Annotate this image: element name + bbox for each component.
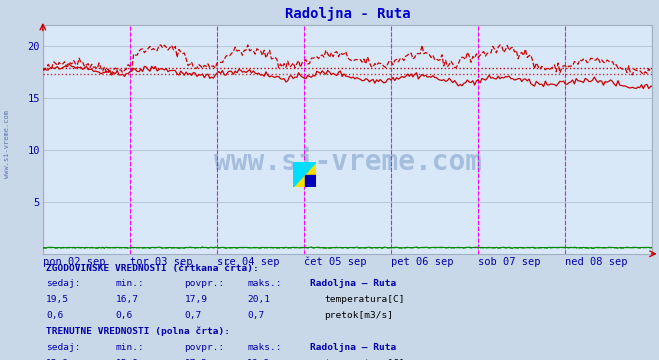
Text: TRENUTNE VREDNOSTI (polna črta):: TRENUTNE VREDNOSTI (polna črta):: [46, 327, 230, 336]
Text: www.si-vreme.com: www.si-vreme.com: [214, 148, 482, 176]
Text: www.si-vreme.com: www.si-vreme.com: [3, 110, 10, 178]
Text: 0,6: 0,6: [46, 311, 63, 320]
Text: 17,3: 17,3: [185, 359, 208, 360]
Text: 15,9: 15,9: [46, 359, 69, 360]
Polygon shape: [293, 162, 316, 187]
Text: 15,9: 15,9: [115, 359, 138, 360]
Text: 0,7: 0,7: [247, 311, 264, 320]
Text: 16,7: 16,7: [115, 295, 138, 304]
Text: min.:: min.:: [115, 343, 144, 352]
Text: povpr.:: povpr.:: [185, 343, 225, 352]
Text: min.:: min.:: [115, 279, 144, 288]
Text: 20,1: 20,1: [247, 295, 270, 304]
Text: sedaj:: sedaj:: [46, 279, 80, 288]
Text: sedaj:: sedaj:: [46, 343, 80, 352]
Text: Radoljna – Ruta: Radoljna – Ruta: [310, 279, 396, 288]
Text: 0,7: 0,7: [185, 311, 202, 320]
Text: 18,8: 18,8: [247, 359, 270, 360]
Polygon shape: [293, 162, 316, 187]
Text: temperatura[C]: temperatura[C]: [324, 359, 405, 360]
Text: pretok[m3/s]: pretok[m3/s]: [324, 311, 393, 320]
Title: Radoljna - Ruta: Radoljna - Ruta: [285, 7, 411, 21]
Text: 19,5: 19,5: [46, 295, 69, 304]
Polygon shape: [304, 175, 316, 187]
Text: temperatura[C]: temperatura[C]: [324, 295, 405, 304]
Text: maks.:: maks.:: [247, 343, 281, 352]
Text: Radoljna – Ruta: Radoljna – Ruta: [310, 343, 396, 352]
Text: ZGODOVINSKE VREDNOSTI (črtkana črta):: ZGODOVINSKE VREDNOSTI (črtkana črta):: [46, 264, 259, 273]
Text: povpr.:: povpr.:: [185, 279, 225, 288]
Text: 17,9: 17,9: [185, 295, 208, 304]
Text: maks.:: maks.:: [247, 279, 281, 288]
Text: 0,6: 0,6: [115, 311, 132, 320]
